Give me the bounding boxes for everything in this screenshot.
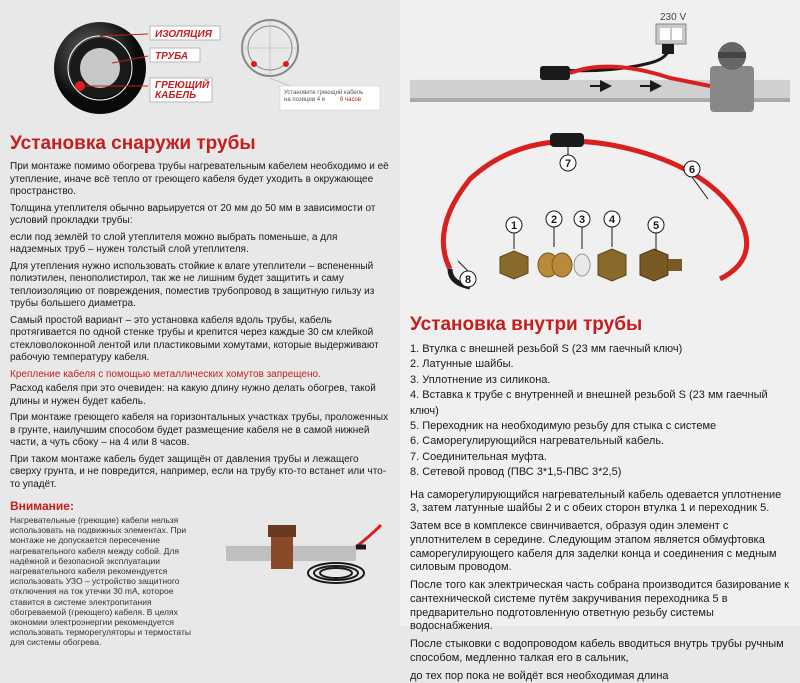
- left-p5: Самый простой вариант – это установка ка…: [10, 315, 390, 365]
- left-title: Установка снаружи трубы: [10, 133, 390, 155]
- right-p1: На саморегулирующийся нагревательный каб…: [410, 489, 790, 517]
- right-title: Установка внутри трубы: [410, 314, 790, 336]
- list-item: 2. Латунные шайбы.: [410, 357, 790, 372]
- left-p1: При монтаже помимо обогрева трубы нагрев…: [10, 161, 390, 199]
- svg-text:6: 6: [689, 164, 695, 176]
- left-column: ИЗОЛЯЦИЯ ТРУБА ГРЕЮЩИЙ КАБЕЛЬ Установите…: [0, 0, 400, 626]
- list-item: 6. Саморегулирующийся нагревательный каб…: [410, 434, 790, 449]
- list-item: 7. Соединительная муфта.: [410, 450, 790, 465]
- attention-block: Внимание: Нагревательные (греющие) кабел…: [10, 495, 390, 647]
- left-p6: Расход кабеля при это очевиден: на какую…: [10, 383, 390, 408]
- left-p3: если под землёй то слой утеплителя можно…: [10, 232, 390, 257]
- plug-diagram: 230 V: [410, 8, 790, 118]
- left-warn: Крепление кабеля с помощью металлических…: [10, 369, 390, 382]
- parts-list: 1. Втулка с внешней резьбой S (23 мм гае…: [410, 342, 790, 481]
- svg-text:7: 7: [565, 158, 571, 170]
- pipe-fitting-diagram: [216, 495, 386, 585]
- list-item: 4. Вставка к трубе с внутренней и внешне…: [410, 388, 790, 419]
- right-column: 230 V: [400, 0, 800, 626]
- assembly-diagram: 8 7 6 1 2 3 4 5: [410, 129, 790, 299]
- right-p2: Затем все в комплексе свинчивается, обра…: [410, 520, 790, 575]
- voltage-label: 230 V: [660, 12, 686, 23]
- svg-text:на позиции 4 и: на позиции 4 и: [284, 97, 325, 103]
- list-item: 8. Сетевой провод (ПВС 3*1,5-ПВС 3*2,5): [410, 465, 790, 480]
- attention-title: Внимание:: [10, 499, 208, 513]
- left-p7: При монтаже греющего кабеля на горизонта…: [10, 412, 390, 450]
- svg-text:1: 1: [511, 220, 517, 232]
- right-p5: до тех пор пока не войдёт вся необходима…: [410, 670, 790, 683]
- svg-text:8 часов: 8 часов: [340, 97, 361, 103]
- list-item: 1. Втулка с внешней резьбой S (23 мм гае…: [410, 342, 790, 357]
- svg-text:8: 8: [465, 274, 471, 286]
- svg-text:4: 4: [609, 214, 616, 226]
- list-item: 3. Уплотнение из силикона.: [410, 373, 790, 388]
- label-insulation: ИЗОЛЯЦИЯ: [155, 29, 213, 40]
- right-p4: После стыковки с водопроводом кабель вво…: [410, 638, 790, 666]
- svg-text:2: 2: [551, 214, 557, 226]
- left-p2: Толщина утеплителя обычно варьируется от…: [10, 203, 390, 228]
- svg-text:3: 3: [579, 214, 585, 226]
- svg-text:5: 5: [653, 220, 659, 232]
- label-pipe: ТРУБА: [155, 51, 188, 62]
- label-cable-2: КАБЕЛЬ: [155, 90, 196, 101]
- attention-text: Нагревательные (греющие) кабели нельзя и…: [10, 515, 208, 647]
- left-p8: При таком монтаже кабель будет защищён о…: [10, 454, 390, 492]
- svg-text:Установите греющий кабель: Установите греющий кабель: [284, 89, 363, 96]
- left-p4: Для утепления нужно использовать стойкие…: [10, 261, 390, 311]
- cross-section-diagram: ИЗОЛЯЦИЯ ТРУБА ГРЕЮЩИЙ КАБЕЛЬ Установите…: [10, 8, 390, 118]
- list-item: 5. Переходник на необходимую резьбу для …: [410, 419, 790, 434]
